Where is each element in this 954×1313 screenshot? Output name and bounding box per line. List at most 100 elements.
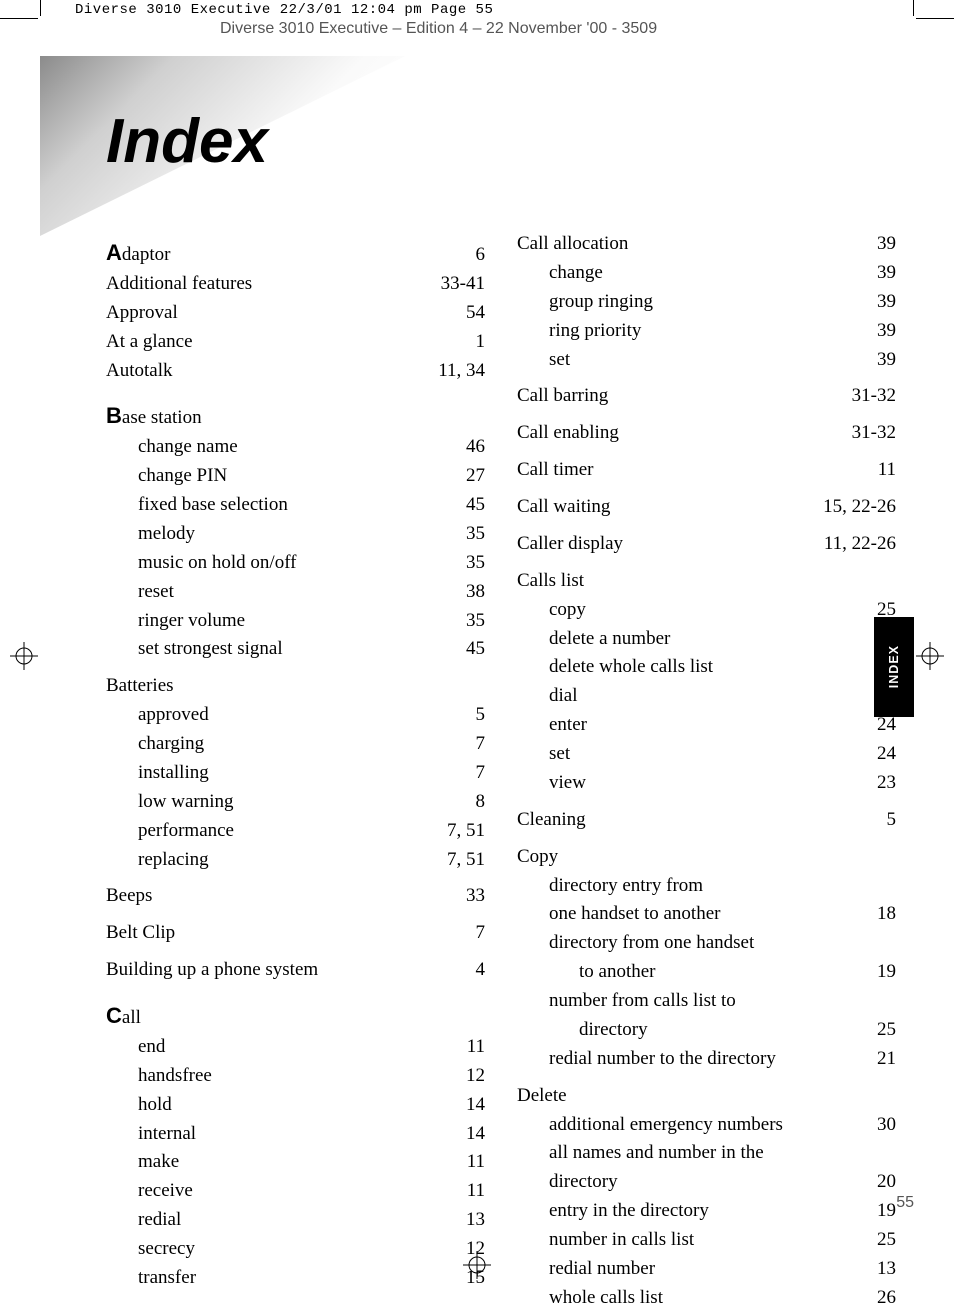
registration-mark-icon <box>916 642 944 670</box>
index-entry-label: enter <box>517 711 869 740</box>
index-entry-label: redial <box>106 1206 458 1235</box>
spacer <box>106 385 485 393</box>
spacer <box>517 835 896 843</box>
index-entry-label: Belt Clip <box>106 919 468 948</box>
index-entry-label: delete whole calls list <box>517 653 869 682</box>
page-title: Index <box>106 106 268 177</box>
index-entry: change PIN27 <box>106 462 485 491</box>
index-entry-pages: 6 <box>468 241 486 270</box>
index-entry-pages: 27 <box>458 462 485 491</box>
index-entry-label: transfer <box>106 1264 458 1293</box>
index-entry-label: change PIN <box>106 462 458 491</box>
index-entry: secrecy12 <box>106 1235 485 1264</box>
index-entry-label: hold <box>106 1091 458 1120</box>
index-entry-pages: 19 <box>869 958 896 987</box>
index-entry: to another19 <box>517 958 896 987</box>
index-entry-label: installing <box>106 759 468 788</box>
index-entry-pages: 19 <box>869 1197 896 1226</box>
index-entry: Call enabling31-32 <box>517 419 896 448</box>
index-entry: hold14 <box>106 1091 485 1120</box>
index-entry: Copy <box>517 843 896 872</box>
index-entry-label: view <box>517 769 869 798</box>
index-entry-label: Copy <box>517 843 888 872</box>
index-entry-label: Call allocation <box>517 230 869 259</box>
index-entry: group ringing39 <box>517 288 896 317</box>
index-entry-label: charging <box>106 730 468 759</box>
index-entry-pages: 11 <box>870 456 896 485</box>
index-entry-label: to another <box>517 958 869 987</box>
index-entry: redial number13 <box>517 1255 896 1284</box>
index-entry: Delete <box>517 1082 896 1111</box>
index-entry: copy25 <box>517 596 896 625</box>
index-entry-pages: 31-32 <box>844 382 896 411</box>
index-entry-pages: 25 <box>869 1226 896 1255</box>
index-entry-label: Call <box>106 999 477 1033</box>
index-entry-label: set <box>517 740 869 769</box>
index-entry: Belt Clip7 <box>106 919 485 948</box>
index-entry-pages: 13 <box>458 1206 485 1235</box>
index-entry-label: group ringing <box>517 288 869 317</box>
index-entry: Calls list <box>517 567 896 596</box>
index-entry: enter24 <box>517 711 896 740</box>
index-entry: change39 <box>517 259 896 288</box>
index-entry: approved5 <box>106 701 485 730</box>
index-entry: delete whole calls list26 <box>517 653 896 682</box>
index-entry-label: copy <box>517 596 869 625</box>
index-entry-label: entry in the directory <box>517 1197 869 1226</box>
index-entry-label: ring priority <box>517 317 869 346</box>
index-entry: ringer volume35 <box>106 607 485 636</box>
index-entry: set39 <box>517 346 896 375</box>
index-entry: receive11 <box>106 1177 485 1206</box>
index-entry: Cleaning5 <box>517 806 896 835</box>
index-entry-pages: 45 <box>458 491 485 520</box>
index-entry: entry in the directory19 <box>517 1197 896 1226</box>
index-entry-pages: 33 <box>458 882 485 911</box>
index-entry-label: Adaptor <box>106 236 468 270</box>
index-entry-pages: 21 <box>869 1045 896 1074</box>
index-entry: number from calls list to <box>517 987 896 1016</box>
index-entry-pages: 39 <box>869 317 896 346</box>
index-entry: one handset to another18 <box>517 900 896 929</box>
index-entry-pages: 5 <box>468 701 486 730</box>
index-entry-label: directory entry from <box>517 872 888 901</box>
index-entry-label: change name <box>106 433 458 462</box>
index-entry: Beeps33 <box>106 882 485 911</box>
index-entry: charging7 <box>106 730 485 759</box>
index-entry-pages: 14 <box>458 1120 485 1149</box>
index-entry: Autotalk11, 34 <box>106 357 485 386</box>
index-entry-pages: 11, 22-26 <box>816 530 896 559</box>
index-entry-label: directory <box>517 1016 869 1045</box>
spacer <box>517 559 896 567</box>
index-entry-label: redial number to the directory <box>517 1045 869 1074</box>
spacer <box>517 798 896 806</box>
index-entry: end11 <box>106 1033 485 1062</box>
index-entry-pages: 5 <box>879 806 897 835</box>
spacer <box>517 522 896 530</box>
index-column-right: Call allocation39change39group ringing39… <box>517 230 896 1313</box>
index-entry: Batteries <box>106 672 485 701</box>
index-entry-label: handsfree <box>106 1062 458 1091</box>
index-entry: Call allocation39 <box>517 230 896 259</box>
index-entry-label: receive <box>106 1177 459 1206</box>
index-entry-label: Call enabling <box>517 419 844 448</box>
index-entry-pages: 7 <box>468 919 486 948</box>
index-entry: Adaptor6 <box>106 236 485 270</box>
index-entry-label: melody <box>106 520 458 549</box>
index-entry-pages: 15, 22-26 <box>815 493 896 522</box>
index-entry-label: Calls list <box>517 567 888 596</box>
index-entry: additional emergency numbers30 <box>517 1111 896 1140</box>
index-entry: Approval54 <box>106 299 485 328</box>
index-entry-pages: 54 <box>458 299 485 328</box>
index-entry-pages: 7 <box>468 730 486 759</box>
index-entry: ring priority39 <box>517 317 896 346</box>
index-entry-label: all names and number in the <box>517 1139 888 1168</box>
index-entry: change name46 <box>106 433 485 462</box>
index-entry-label: set <box>517 346 869 375</box>
index-entry: redial number to the directory21 <box>517 1045 896 1074</box>
index-entry-label: Approval <box>106 299 458 328</box>
index-entry: delete a number25 <box>517 625 896 654</box>
index-entry: Caller display11, 22-26 <box>517 530 896 559</box>
spacer <box>106 948 485 956</box>
index-entry-pages: 26 <box>869 1284 896 1313</box>
index-entry: replacing7, 51 <box>106 846 485 875</box>
